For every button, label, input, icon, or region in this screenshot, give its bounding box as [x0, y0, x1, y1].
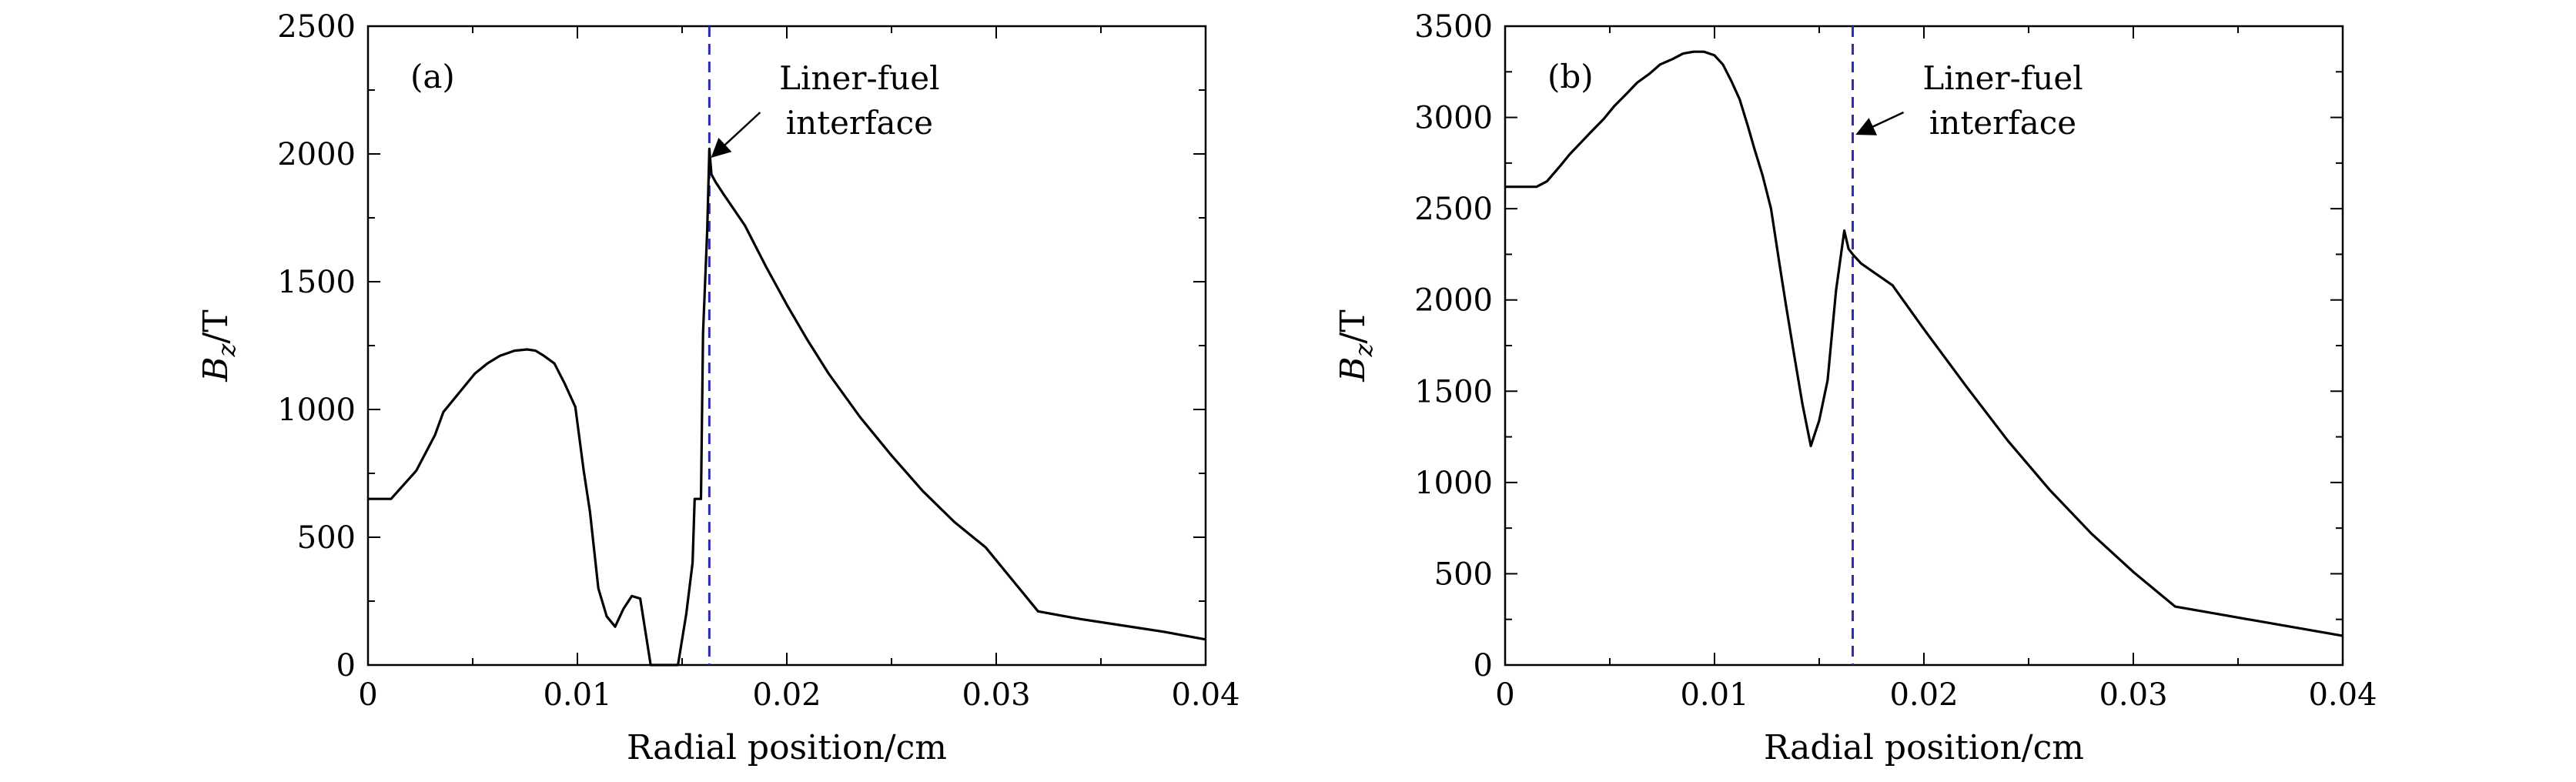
x-tick-label: 0.04 — [1171, 677, 1239, 713]
x-tick-label: 0.03 — [2099, 677, 2167, 713]
y-axis-label-symbol: B — [1333, 356, 1373, 382]
annotation-line2: interface — [1929, 104, 2076, 142]
y-tick-label: 3000 — [1414, 101, 1493, 136]
x-tick-label: 0.02 — [752, 677, 821, 713]
series-line — [368, 147, 1206, 667]
panel-a: 0 0.01 0.02 0.03 0.04 0 500 1000 1500 2000 2500 Rad… — [196, 9, 1240, 767]
x-tick-label: 0.04 — [2308, 677, 2377, 713]
y-axis-label: Bz/T — [196, 309, 241, 382]
y-tick-label: 3500 — [1414, 9, 1493, 45]
x-tick-label: 0.01 — [1680, 677, 1748, 713]
y-tick-label: 0 — [336, 648, 356, 683]
series-line — [1505, 50, 2343, 637]
x-tick-label: 0.01 — [543, 677, 611, 713]
y-tick-label: 2000 — [277, 137, 356, 172]
y-tick-label: 1000 — [277, 393, 356, 428]
x-tick-label: 0 — [358, 677, 377, 713]
y-axis-label: Bz/T — [1333, 309, 1378, 382]
y-tick-label: 2500 — [277, 9, 356, 45]
annotation-arrow — [1855, 111, 1905, 135]
y-axis-label-symbol: B — [196, 356, 236, 382]
y-tick-label: 1000 — [1414, 466, 1493, 501]
y-tick-label: 1500 — [1414, 374, 1493, 409]
x-axis-label: Radial position/cm — [627, 728, 947, 767]
annotation-line1: Liner-fuel — [1922, 59, 2083, 97]
y-axis-label-subscript: z — [212, 343, 241, 357]
plot-frame — [1504, 25, 2344, 667]
panel-tag: (b) — [1547, 58, 1594, 95]
y-tick-label: 2000 — [1414, 283, 1493, 319]
x-tick-label: 0 — [1495, 677, 1514, 713]
annotation-arrow — [711, 112, 761, 159]
x-tick-label: 0.03 — [962, 677, 1030, 713]
y-axis-label-subscript: z — [1349, 343, 1378, 357]
y-tick-label: 500 — [1434, 556, 1493, 592]
panel-b: 0 0.01 0.02 0.03 0.04 0 500 1000 1500 2000 2500 300… — [1333, 9, 2377, 767]
y-tick-label: 500 — [297, 520, 356, 556]
panel-tag: (a) — [410, 58, 455, 95]
annotation-line2: interface — [786, 104, 933, 142]
x-tick-label: 0.02 — [1889, 677, 1958, 713]
y-tick-label: 1500 — [277, 265, 356, 300]
y-axis-label-unit: /T — [196, 309, 236, 343]
y-tick-label: 2500 — [1414, 192, 1493, 227]
x-axis-label: Radial position/cm — [1764, 728, 2084, 767]
annotation-line1: Liner-fuel — [779, 59, 939, 97]
y-axis-label-unit: /T — [1333, 309, 1373, 343]
y-tick-label: 0 — [1474, 648, 1493, 683]
